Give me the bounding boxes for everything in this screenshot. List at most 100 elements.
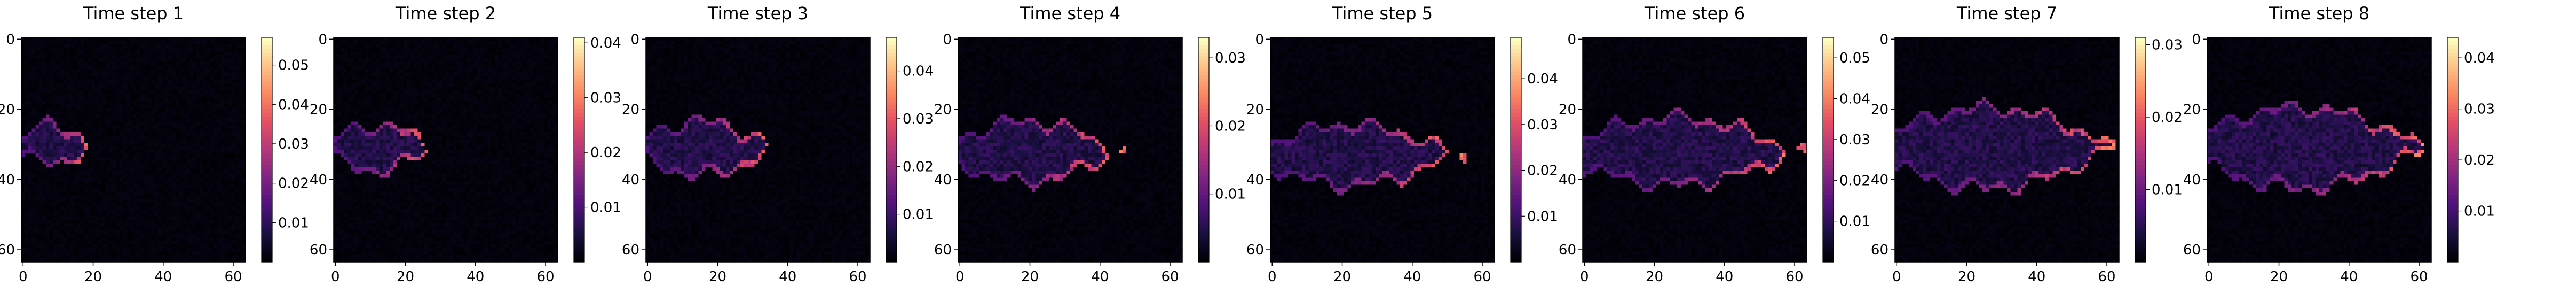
heatmap-cell	[98, 143, 102, 146]
heatmap-cell	[88, 97, 92, 101]
heatmap-cell	[127, 62, 130, 66]
heatmap-cell	[193, 195, 197, 199]
heatmap-cell	[120, 129, 123, 133]
heatmap-cell	[235, 185, 239, 189]
heatmap-cell	[183, 146, 186, 150]
heatmap-cell	[88, 248, 92, 252]
heatmap-cell	[221, 185, 225, 189]
heatmap-cell	[176, 101, 179, 104]
heatmap-cell	[225, 164, 228, 167]
heatmap-cell	[218, 220, 222, 223]
heatmap-cell	[196, 223, 200, 227]
colorbar-segment	[262, 153, 272, 158]
heatmap-cell	[179, 73, 183, 76]
heatmap-cell	[46, 114, 50, 118]
heatmap-cell	[383, 58, 386, 62]
heatmap-cell	[158, 248, 162, 252]
heatmap-cell	[505, 55, 509, 59]
heatmap-cell	[228, 192, 232, 196]
heatmap-cell	[98, 44, 102, 48]
heatmap-cell	[50, 210, 53, 213]
heatmap-cell	[70, 181, 74, 185]
heatmap-cell	[60, 90, 64, 94]
heatmap-cell	[439, 58, 442, 62]
heatmap-cell	[207, 227, 211, 230]
heatmap-cell	[225, 62, 228, 66]
heatmap-cell	[218, 251, 222, 255]
heatmap-cell	[186, 41, 189, 45]
heatmap-cell	[74, 87, 77, 90]
heatmap-cell	[28, 87, 32, 90]
heatmap-cell	[193, 251, 197, 255]
heatmap-cell	[193, 94, 197, 97]
heatmap-cell	[477, 48, 481, 52]
heatmap-cell	[95, 192, 99, 196]
heatmap-cell	[74, 230, 77, 234]
heatmap-cell	[176, 171, 179, 174]
heatmap-cell	[186, 230, 189, 234]
heatmap-cell	[74, 101, 77, 104]
heatmap-cell	[123, 107, 127, 111]
heatmap-cell	[77, 188, 81, 192]
heatmap-cell	[183, 62, 186, 66]
heatmap-cell	[95, 139, 99, 143]
heatmap-cell	[32, 76, 36, 80]
heatmap-cell	[53, 44, 57, 48]
heatmap-cell	[235, 237, 239, 241]
heatmap-cell	[113, 195, 116, 199]
heatmap-cell	[193, 114, 197, 118]
heatmap-cell	[193, 178, 197, 182]
heatmap-cell	[127, 55, 130, 59]
heatmap-cell	[116, 251, 120, 255]
heatmap-cell	[183, 255, 186, 259]
heatmap-cell	[116, 76, 120, 80]
heatmap-cell	[176, 220, 179, 223]
heatmap-cell	[46, 188, 50, 192]
heatmap-cell	[67, 83, 70, 87]
heatmap-cell	[544, 37, 548, 41]
heatmap-cell	[88, 80, 92, 83]
heatmap-cell	[218, 55, 222, 59]
heatmap-cell	[235, 171, 239, 174]
heatmap-cell	[203, 174, 207, 178]
heatmap-cell	[200, 66, 204, 70]
heatmap-cell	[109, 114, 113, 118]
heatmap-cell	[147, 107, 151, 111]
heatmap-cell	[137, 44, 141, 48]
heatmap-cell	[127, 213, 130, 217]
heatmap-cell	[179, 44, 183, 48]
heatmap-cell	[28, 241, 32, 245]
heatmap-cell	[130, 220, 133, 223]
heatmap-cell	[95, 94, 99, 97]
heatmap-cell	[120, 76, 123, 80]
heatmap-cell	[189, 244, 193, 248]
heatmap-cell	[50, 90, 53, 94]
heatmap-cell	[81, 87, 85, 90]
heatmap-cell	[200, 55, 204, 59]
heatmap-cell	[81, 101, 85, 104]
heatmap-cell	[81, 83, 85, 87]
heatmap-cell	[140, 122, 144, 126]
heatmap-cell	[98, 167, 102, 171]
heatmap-cell	[410, 58, 414, 62]
heatmap-cell	[91, 160, 95, 164]
heatmap-cell	[239, 244, 242, 248]
heatmap-cell	[137, 58, 141, 62]
heatmap-cell	[102, 213, 106, 217]
heatmap-cell	[169, 69, 172, 73]
heatmap-cell	[147, 255, 151, 259]
heatmap-cell	[42, 206, 46, 210]
heatmap-cell	[144, 94, 148, 97]
heatmap-cell	[127, 51, 130, 55]
heatmap-cell	[210, 94, 214, 97]
heatmap-cell	[42, 48, 46, 52]
heatmap-cell	[137, 150, 141, 153]
heatmap-cell	[379, 55, 383, 59]
heatmap-cell	[428, 58, 432, 62]
heatmap-cell	[57, 174, 60, 178]
heatmap-cell	[162, 87, 165, 90]
heatmap-cell	[42, 174, 46, 178]
heatmap-cell	[74, 132, 77, 136]
heatmap-cell	[140, 51, 144, 55]
heatmap-cell	[77, 181, 81, 185]
